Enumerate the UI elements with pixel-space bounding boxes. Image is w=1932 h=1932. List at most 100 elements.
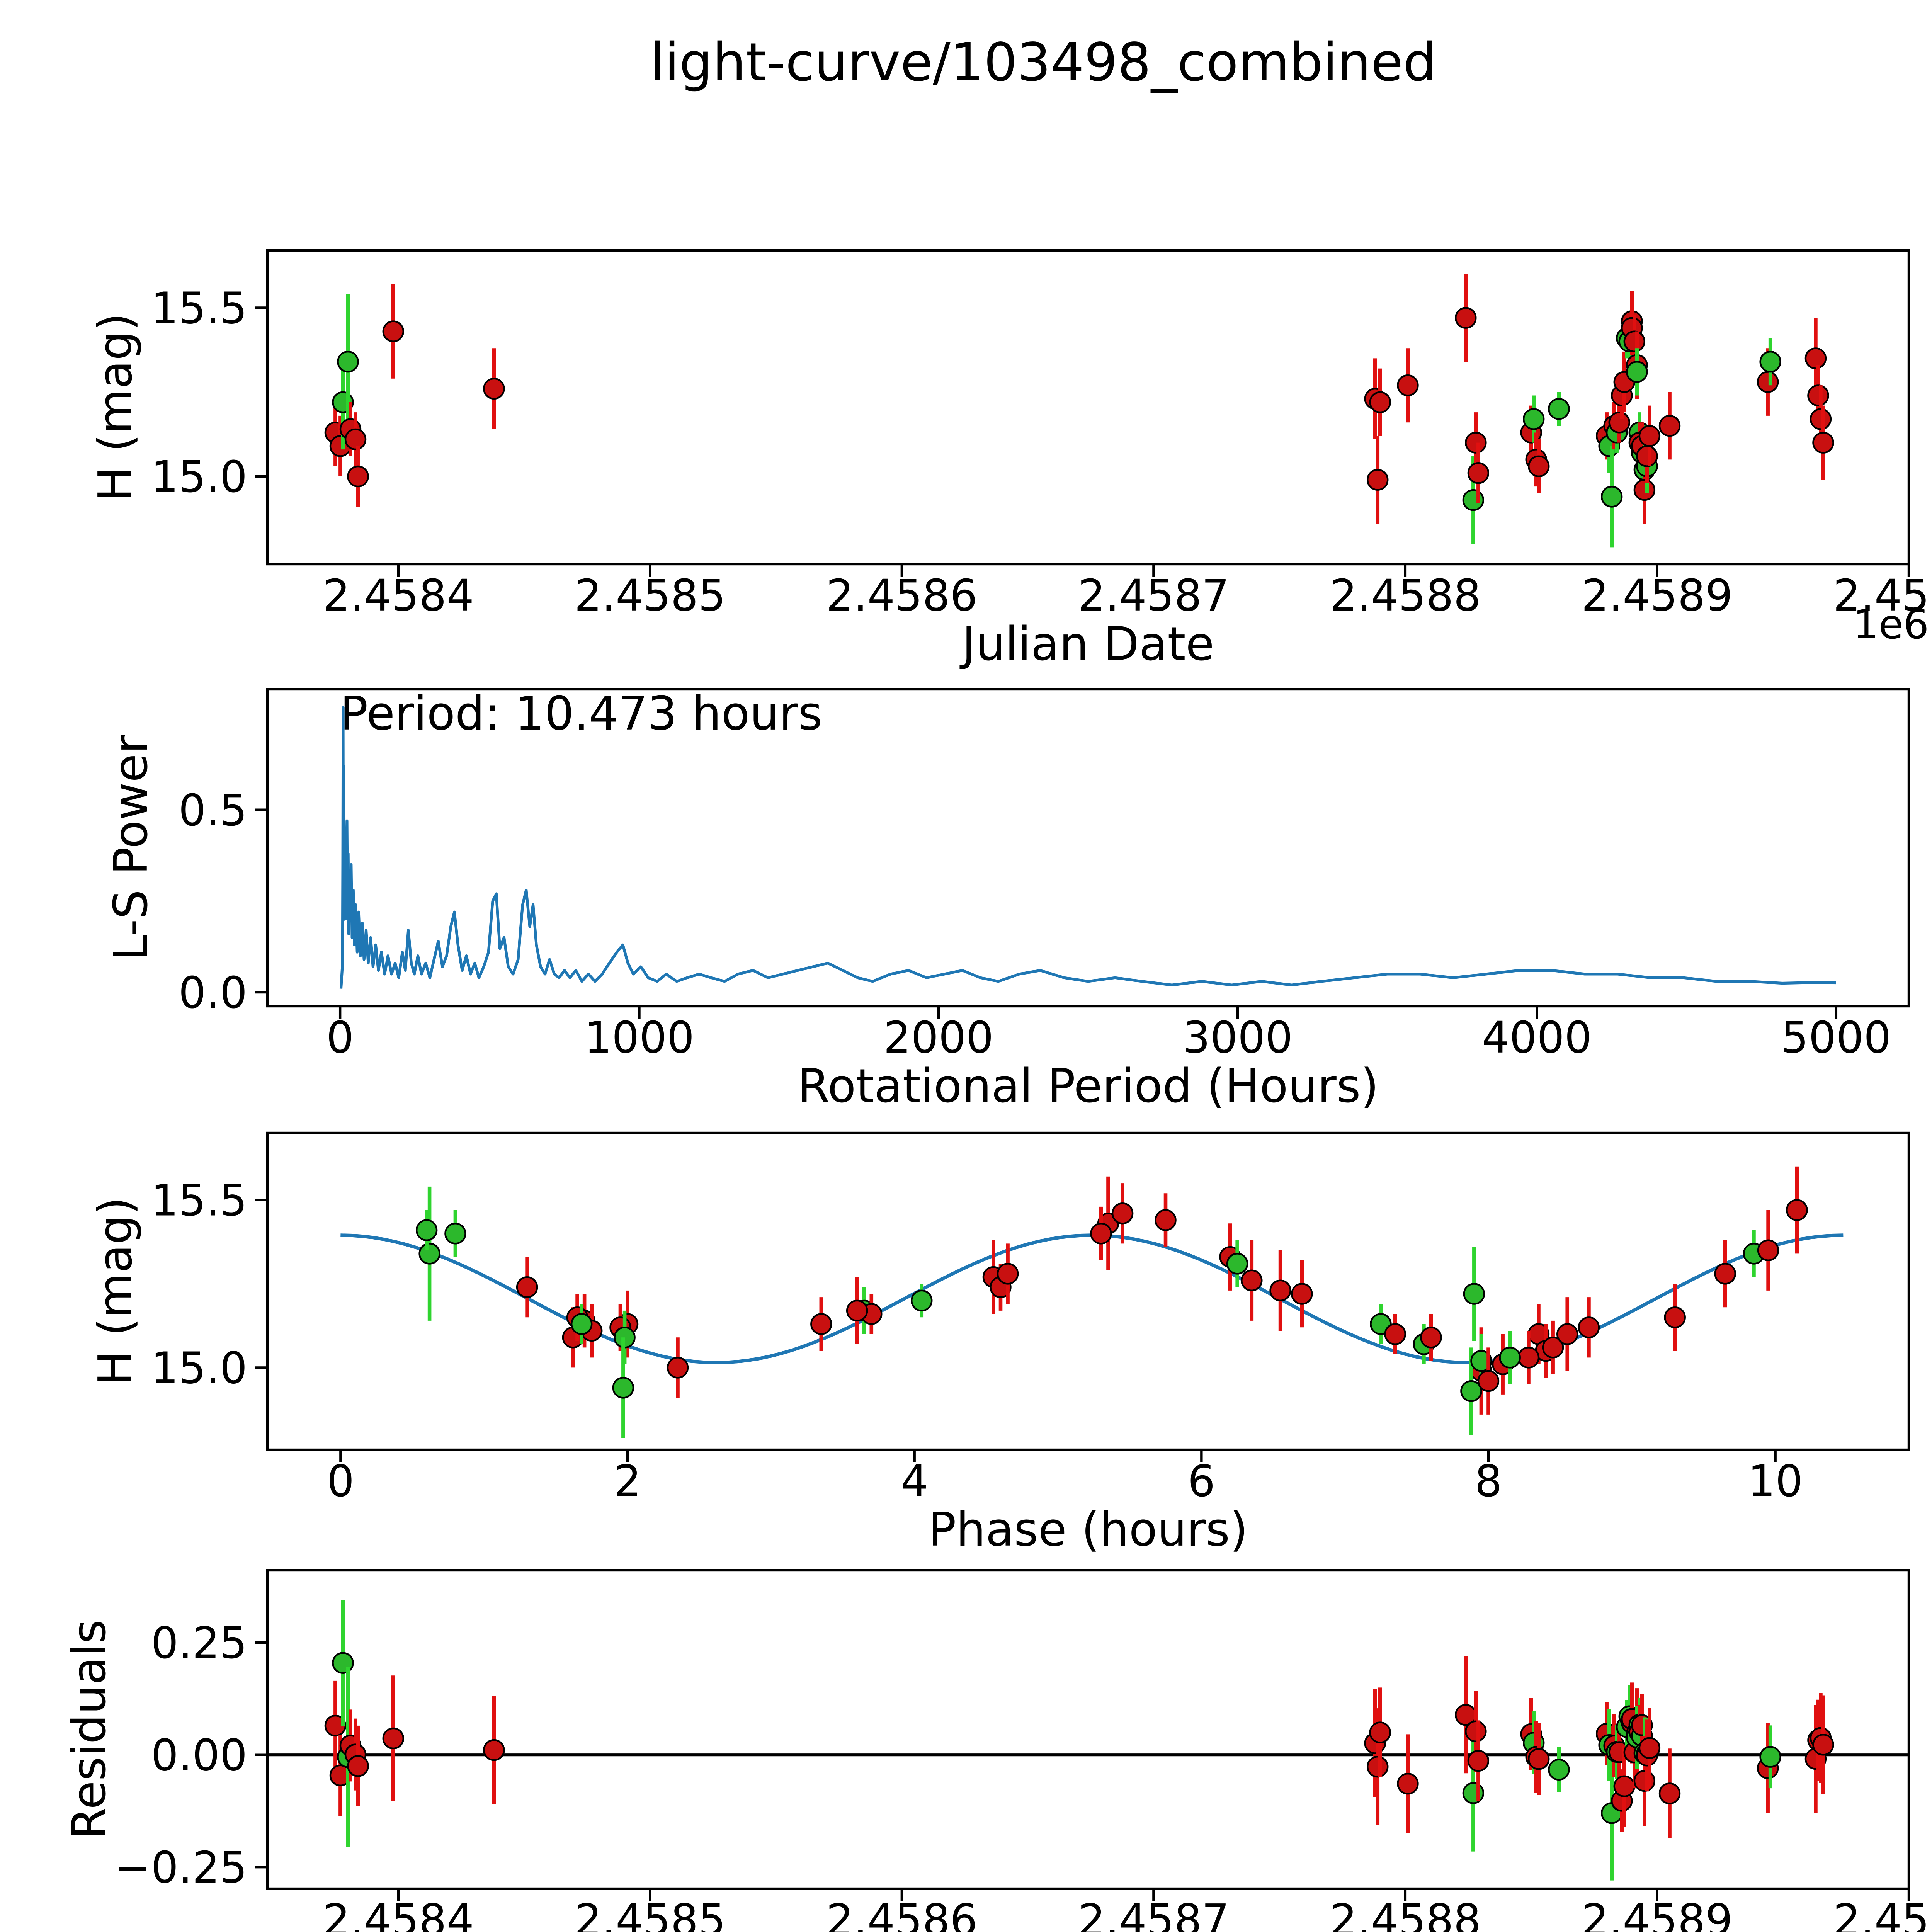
data-point-green	[1548, 1759, 1570, 1781]
data-point-red	[382, 1727, 404, 1750]
x-tick-label: 3000	[1183, 1013, 1293, 1063]
y-tick-label: 15.0	[151, 1343, 247, 1393]
data-point-green	[1759, 350, 1781, 373]
panel-0-content	[324, 274, 1834, 548]
data-point-red	[667, 1357, 689, 1379]
x-tick-label: 2.4590	[1833, 571, 1932, 621]
data-point-red	[1714, 1263, 1736, 1285]
data-point-red	[1367, 1755, 1389, 1778]
data-point-green	[415, 1219, 438, 1241]
data-point-red	[1658, 415, 1681, 437]
p2-xlabel: Phase (hours)	[928, 1503, 1248, 1557]
x-tick-label: 2.4584	[323, 1895, 474, 1932]
panel-2-content	[340, 1166, 1844, 1438]
y-tick-label: 0.00	[151, 1731, 247, 1781]
x-tick-label: 1000	[584, 1013, 694, 1063]
data-point-green	[571, 1313, 593, 1335]
x-tick-label: 2.4585	[574, 1895, 726, 1932]
data-point-red	[810, 1313, 832, 1335]
data-point-red	[997, 1263, 1019, 1285]
data-point-red	[1658, 1782, 1681, 1804]
y-tick-label: −0.25	[115, 1843, 247, 1893]
data-point-green	[337, 350, 359, 373]
data-point-green	[911, 1289, 933, 1312]
x-tick-label: 4000	[1482, 1013, 1592, 1063]
data-point-red	[1608, 412, 1630, 434]
x-tick-label: 2.4587	[1078, 1895, 1229, 1932]
data-point-green	[1523, 408, 1545, 430]
period-annotation: Period: 10.473 hours	[340, 687, 822, 741]
y-tick-label: 15.5	[151, 1176, 247, 1226]
data-point-red	[1638, 425, 1661, 447]
data-point-green	[1462, 489, 1485, 511]
p2-ylabel: H (mag)	[89, 1197, 143, 1386]
x-tick-label: 10	[1748, 1456, 1803, 1507]
p3-x-offset-label: 1e6	[1853, 1925, 1929, 1932]
x-tick-label: 2.4586	[826, 1895, 978, 1932]
data-point-red	[1420, 1327, 1442, 1349]
data-point-red	[1633, 479, 1656, 501]
data-point-green	[1463, 1283, 1485, 1305]
panels-container: 2.4584 2.4585 2.4586 2.4587 2.4588 2.4589 2.45…	[115, 249, 1932, 1932]
data-point-red	[483, 1739, 505, 1761]
data-point-red	[344, 428, 367, 451]
data-point-red	[1623, 330, 1646, 352]
panel-2: 0 2 4 6 8 10 15.0 15.5	[151, 1131, 1910, 1507]
data-point-red	[1810, 408, 1832, 430]
data-point-green	[1462, 1782, 1485, 1804]
data-point-red	[1269, 1279, 1291, 1302]
data-point-red	[1757, 1239, 1779, 1261]
p1-xlabel: Rotational Period (Hours)	[798, 1060, 1379, 1113]
x-tick-label: 2.4589	[1582, 1895, 1733, 1932]
p0-ylabel: H (mag)	[89, 313, 143, 502]
data-point-red	[1542, 1337, 1564, 1359]
p0-xlabel: Julian Date	[959, 617, 1214, 671]
data-point-red	[1757, 371, 1779, 393]
data-point-red	[324, 1714, 347, 1737]
x-tick-label: 2.4590	[1833, 1895, 1932, 1932]
x-tick-label: 2.4589	[1582, 571, 1733, 621]
data-point-green	[1499, 1347, 1521, 1369]
data-point-red	[1786, 1199, 1808, 1221]
data-point-red	[483, 378, 505, 400]
axes-spine	[266, 1131, 1910, 1451]
data-point-red	[1369, 1721, 1391, 1743]
x-tick-label: 2000	[883, 1013, 993, 1063]
y-tick-label: 15.0	[151, 452, 247, 502]
data-point-green	[612, 1377, 634, 1399]
data-point-red	[382, 320, 404, 342]
data-point-red	[846, 1299, 868, 1322]
data-point-red	[1812, 432, 1834, 454]
data-point-red	[1465, 432, 1487, 454]
data-point-red	[1384, 1323, 1406, 1345]
x-tick-label: 4	[901, 1456, 928, 1507]
y-tick-label: 0.5	[179, 786, 247, 836]
data-point-red	[1664, 1306, 1686, 1328]
data-point-green	[1470, 1350, 1492, 1372]
data-point-red	[1111, 1202, 1134, 1225]
data-point-red	[1155, 1209, 1177, 1231]
data-point-red	[1638, 1737, 1661, 1759]
data-point-red	[1804, 347, 1827, 369]
data-point-red	[347, 465, 369, 488]
data-point-red	[1455, 307, 1477, 329]
panel-3-content	[267, 1600, 1909, 1881]
data-point-red	[1367, 469, 1389, 491]
data-point-red	[1812, 1734, 1834, 1756]
data-point-red	[1517, 1347, 1540, 1369]
data-point-green	[1759, 1746, 1781, 1768]
periodogram-line	[339, 706, 1836, 989]
axes-spine	[266, 688, 1910, 1008]
data-point-red	[1465, 1720, 1487, 1742]
panel-1: 0 1000 2000 3000 4000 5000 0.0 0.5	[179, 688, 1910, 1063]
data-point-red	[1613, 1775, 1635, 1798]
x-tick-label: 2.4588	[1330, 571, 1481, 621]
data-point-red	[1556, 1323, 1578, 1345]
x-tick-label: 6	[1188, 1456, 1215, 1507]
x-tick-label: 2.4588	[1330, 1895, 1481, 1932]
data-point-green	[1626, 361, 1648, 383]
data-point-red	[1291, 1283, 1313, 1305]
data-point-red	[347, 1755, 369, 1777]
p1-ylabel: L-S Power	[104, 735, 158, 961]
x-tick-label: 2.4586	[826, 571, 978, 621]
